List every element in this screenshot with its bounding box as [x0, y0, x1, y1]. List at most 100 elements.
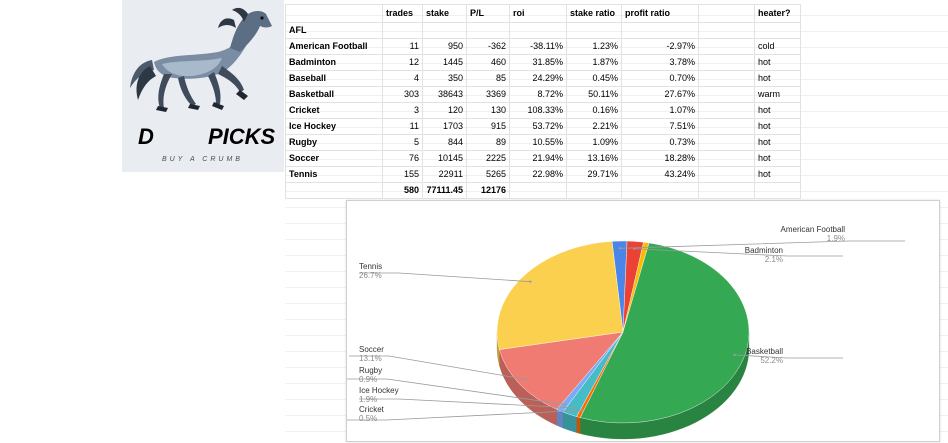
- table-cell[interactable]: [466, 22, 510, 39]
- table-cell[interactable]: American Football: [285, 38, 383, 55]
- header-cell[interactable]: P/L: [466, 4, 510, 23]
- table-cell[interactable]: 85: [466, 70, 510, 87]
- table-cell[interactable]: -2.97%: [621, 38, 699, 55]
- total-stake-cell[interactable]: 77111.45: [422, 182, 467, 199]
- table-cell[interactable]: 1.87%: [566, 54, 622, 71]
- table-cell[interactable]: [754, 22, 801, 39]
- table-cell[interactable]: 21.94%: [509, 150, 567, 167]
- table-cell[interactable]: 29.71%: [566, 166, 622, 183]
- table-cell[interactable]: [698, 134, 755, 151]
- table-cell[interactable]: 3369: [466, 86, 510, 103]
- table-cell[interactable]: [698, 102, 755, 119]
- table-cell[interactable]: [422, 22, 467, 39]
- table-cell[interactable]: 27.67%: [621, 86, 699, 103]
- table-cell[interactable]: [382, 22, 423, 39]
- table-cell[interactable]: 89: [466, 134, 510, 151]
- table-cell[interactable]: 1.07%: [621, 102, 699, 119]
- table-cell[interactable]: 31.85%: [509, 54, 567, 71]
- table-cell[interactable]: [509, 182, 567, 199]
- table-cell[interactable]: [621, 22, 699, 39]
- table-cell[interactable]: 2225: [466, 150, 510, 167]
- table-cell[interactable]: 5265: [466, 166, 510, 183]
- table-cell[interactable]: 1.09%: [566, 134, 622, 151]
- table-cell[interactable]: 2.21%: [566, 118, 622, 135]
- table-cell[interactable]: -362: [466, 38, 510, 55]
- pie-chart[interactable]: American Football 1.9% Badminton 2.1% Basket…: [346, 200, 940, 442]
- table-cell[interactable]: 130: [466, 102, 510, 119]
- table-cell[interactable]: hot: [754, 70, 801, 87]
- table-cell[interactable]: Soccer: [285, 150, 383, 167]
- table-cell[interactable]: hot: [754, 54, 801, 71]
- table-cell[interactable]: 22.98%: [509, 166, 567, 183]
- table-cell[interactable]: 950: [422, 38, 467, 55]
- table-cell[interactable]: 155: [382, 166, 423, 183]
- table-cell[interactable]: 13.16%: [566, 150, 622, 167]
- table-cell[interactable]: hot: [754, 134, 801, 151]
- pie-slice-basketball[interactable]: [579, 242, 750, 424]
- table-cell[interactable]: hot: [754, 150, 801, 167]
- table-cell[interactable]: 8.72%: [509, 86, 567, 103]
- table-cell[interactable]: 120: [422, 102, 467, 119]
- table-cell[interactable]: 0.73%: [621, 134, 699, 151]
- table-cell[interactable]: 915: [466, 118, 510, 135]
- table-cell[interactable]: cold: [754, 38, 801, 55]
- table-cell[interactable]: [621, 182, 699, 199]
- table-cell[interactable]: Basketball: [285, 86, 383, 103]
- table-cell[interactable]: 0.70%: [621, 70, 699, 87]
- table-cell[interactable]: [285, 182, 383, 199]
- table-cell[interactable]: [566, 182, 622, 199]
- header-cell[interactable]: heater?: [754, 4, 801, 23]
- table-cell[interactable]: Ice Hockey: [285, 118, 383, 135]
- table-cell[interactable]: 844: [422, 134, 467, 151]
- table-cell[interactable]: [698, 166, 755, 183]
- table-cell[interactable]: Rugby: [285, 134, 383, 151]
- table-cell[interactable]: 1445: [422, 54, 467, 71]
- table-cell[interactable]: 4: [382, 70, 423, 87]
- table-cell[interactable]: 11: [382, 38, 423, 55]
- table-cell[interactable]: Tennis: [285, 166, 383, 183]
- table-cell[interactable]: 53.72%: [509, 118, 567, 135]
- table-cell[interactable]: 3.78%: [621, 54, 699, 71]
- table-cell[interactable]: 22911: [422, 166, 467, 183]
- table-cell[interactable]: 18.28%: [621, 150, 699, 167]
- table-cell[interactable]: [698, 38, 755, 55]
- table-cell[interactable]: Badminton: [285, 54, 383, 71]
- table-cell[interactable]: hot: [754, 102, 801, 119]
- header-cell[interactable]: roi: [509, 4, 567, 23]
- pie-slice-tennis[interactable]: [496, 241, 624, 350]
- table-cell[interactable]: 0.16%: [566, 102, 622, 119]
- table-cell[interactable]: 11: [382, 118, 423, 135]
- header-cell[interactable]: stake ratio: [566, 4, 622, 23]
- header-cell[interactable]: [285, 4, 383, 23]
- total-trades-cell[interactable]: 580: [382, 182, 423, 199]
- table-cell[interactable]: 7.51%: [621, 118, 699, 135]
- table-cell[interactable]: 1703: [422, 118, 467, 135]
- table-cell[interactable]: 350: [422, 70, 467, 87]
- table-cell[interactable]: Baseball: [285, 70, 383, 87]
- table-cell[interactable]: [698, 182, 755, 199]
- header-cell[interactable]: profit ratio: [621, 4, 699, 23]
- table-cell[interactable]: 10145: [422, 150, 467, 167]
- table-cell[interactable]: -38.11%: [509, 38, 567, 55]
- table-cell[interactable]: 5: [382, 134, 423, 151]
- table-cell[interactable]: 460: [466, 54, 510, 71]
- total-pl-cell[interactable]: 12176: [466, 182, 510, 199]
- table-cell[interactable]: 1.23%: [566, 38, 622, 55]
- header-cell[interactable]: trades: [382, 4, 423, 23]
- table-cell[interactable]: AFL: [285, 22, 383, 39]
- header-cell[interactable]: [698, 4, 755, 23]
- table-cell[interactable]: 303: [382, 86, 423, 103]
- table-cell[interactable]: [698, 118, 755, 135]
- table-cell[interactable]: 0.45%: [566, 70, 622, 87]
- table-cell[interactable]: 38643: [422, 86, 467, 103]
- header-cell[interactable]: stake: [422, 4, 467, 23]
- table-cell[interactable]: [754, 182, 801, 199]
- table-cell[interactable]: [698, 150, 755, 167]
- table-cell[interactable]: 43.24%: [621, 166, 699, 183]
- table-cell[interactable]: 50.11%: [566, 86, 622, 103]
- table-cell[interactable]: Cricket: [285, 102, 383, 119]
- table-cell[interactable]: [509, 22, 567, 39]
- table-cell[interactable]: [698, 86, 755, 103]
- table-cell[interactable]: 24.29%: [509, 70, 567, 87]
- table-cell[interactable]: 3: [382, 102, 423, 119]
